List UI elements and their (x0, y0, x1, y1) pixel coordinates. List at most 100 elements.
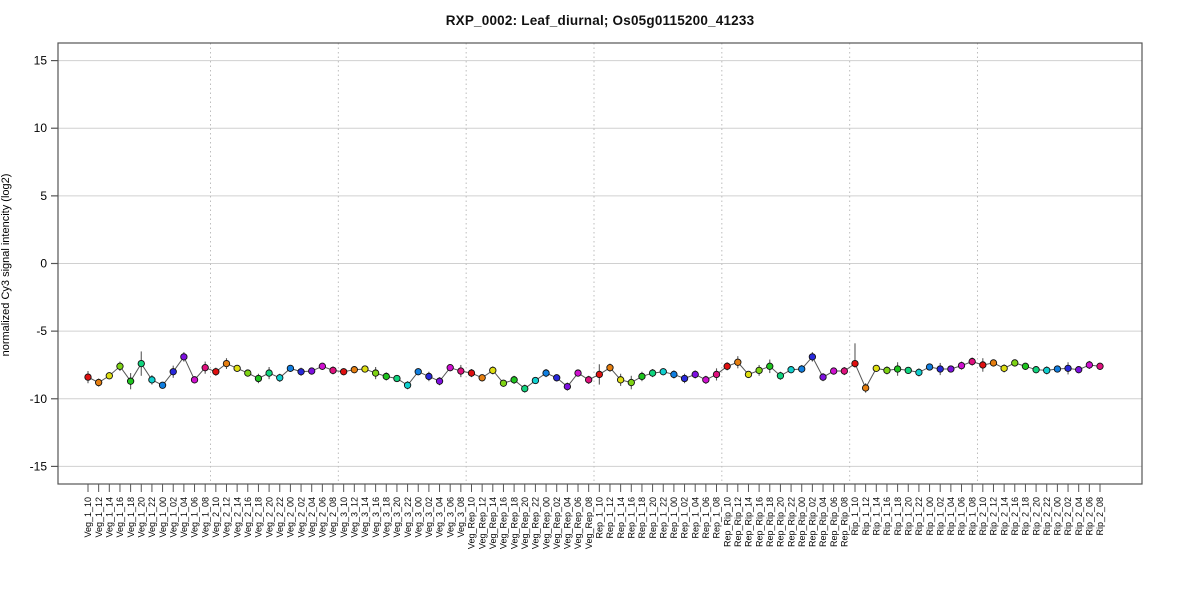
x-tick-label: Rep_1_00 (669, 497, 679, 539)
x-tick-label: Veg_2_00 (286, 497, 296, 538)
x-tick-label: Veg_1_10 (83, 497, 93, 538)
x-tick-label: Veg_Rep_20 (520, 497, 530, 549)
y-tick-label: -10 (30, 392, 48, 406)
x-tick-label: Rep_Rip_02 (808, 497, 818, 547)
x-tick-label: Veg_Rep_12 (477, 497, 487, 549)
data-point (1075, 366, 1083, 374)
data-point (957, 361, 966, 370)
data-point (116, 362, 124, 370)
data-point (148, 376, 156, 384)
x-tick-label: Rip_1_00 (925, 497, 935, 536)
x-tick-label: Veg_1_12 (94, 497, 104, 538)
y-tick-label: 15 (34, 54, 48, 68)
data-point (286, 364, 295, 372)
data-point (521, 384, 529, 393)
x-tick-label: Rep_1_20 (648, 497, 658, 539)
data-point (798, 365, 806, 373)
data-point (1011, 359, 1019, 367)
x-tick-label: Veg_2_04 (307, 497, 317, 538)
data-point (925, 363, 934, 371)
data-point (702, 376, 710, 384)
x-tick-label: Veg_Rep_00 (541, 497, 551, 549)
data-point (1021, 362, 1030, 370)
data-point (744, 370, 753, 379)
data-point (340, 368, 348, 376)
x-tick-label: Rep_1_18 (637, 497, 647, 539)
data-point (872, 364, 880, 372)
x-tick-label: Veg_1_06 (190, 497, 200, 538)
data-point (201, 364, 209, 372)
data-point (915, 368, 923, 377)
x-tick-label: Veg_1_02 (168, 497, 178, 538)
x-tick-label: Rip_2_00 (1053, 497, 1063, 536)
data-point (734, 358, 742, 366)
x-tick-label: Rip_2_08 (1095, 497, 1105, 536)
x-tick-label: Veg_3_22 (403, 497, 413, 538)
data-point (169, 368, 177, 376)
x-tick-label: Rip_2_04 (1074, 497, 1084, 536)
data-point (947, 365, 955, 373)
x-tick-label: Veg_3_10 (339, 497, 349, 538)
data-point (222, 359, 231, 368)
x-tick-label: Rep_1_02 (680, 497, 690, 539)
data-point (276, 374, 284, 382)
data-point (542, 369, 550, 377)
data-point (712, 370, 721, 379)
data-point (414, 368, 422, 376)
x-tick-label: Rep_Rip_06 (829, 497, 839, 547)
y-tick-label: 5 (40, 189, 47, 203)
data-point (840, 367, 848, 375)
x-tick-label: Rep_1_08 (712, 497, 722, 539)
data-point (180, 353, 188, 361)
x-tick-label: Veg_1_20 (136, 497, 146, 538)
x-tick-label: Veg_1_14 (105, 497, 115, 538)
x-tick-label: Rep_Rip_18 (765, 497, 775, 547)
data-point (936, 365, 944, 373)
data-point (137, 359, 145, 368)
data-point (190, 376, 199, 384)
data-point (361, 365, 369, 373)
x-tick-label: Rep_1_14 (616, 497, 626, 539)
x-tick-label: Veg_Rep_22 (531, 497, 541, 549)
x-tick-label: Rep_Rip_16 (754, 497, 764, 547)
data-point (510, 376, 518, 384)
data-point (883, 366, 891, 375)
data-point (233, 364, 241, 372)
x-tick-label: Rep_Rip_12 (733, 497, 743, 547)
data-point (766, 362, 774, 370)
x-tick-label: Rip_1_12 (861, 497, 871, 536)
x-tick-label: Rep_Rip_10 (722, 497, 732, 547)
data-point (830, 367, 838, 375)
data-point (467, 369, 476, 377)
data-point (371, 369, 380, 377)
x-tick-label: Rep_Rip_04 (818, 497, 828, 547)
data-point (1096, 362, 1104, 370)
data-point (563, 382, 572, 391)
x-tick-label: Rip_2_18 (1021, 497, 1031, 536)
data-point (595, 370, 603, 379)
x-tick-label: Rip_2_20 (1031, 497, 1041, 536)
data-point (254, 374, 263, 383)
x-tick-label: Rip_2_10 (978, 497, 988, 536)
x-tick-label: Rip_1_06 (957, 497, 967, 536)
data-point (126, 377, 135, 385)
x-tick-label: Veg_Rep_14 (488, 497, 498, 549)
x-tick-label: Veg_3_00 (413, 497, 423, 538)
x-tick-label: Veg_3_16 (371, 497, 381, 538)
data-point (308, 367, 316, 375)
data-point (904, 366, 912, 375)
data-point (329, 366, 337, 375)
x-tick-label: Veg_3_18 (381, 497, 391, 538)
data-point (105, 372, 113, 380)
data-point (382, 372, 390, 381)
data-point (499, 379, 508, 387)
data-point (819, 373, 827, 381)
x-tick-label: Veg_2_20 (264, 497, 274, 538)
x-tick-label: Rep_Rip_22 (786, 497, 796, 547)
data-point (318, 362, 327, 370)
x-tick-label: Veg_Rep_10 (467, 497, 477, 549)
data-point (1043, 366, 1051, 375)
data-point (606, 364, 614, 372)
x-tick-label: Veg_3_20 (392, 497, 402, 538)
